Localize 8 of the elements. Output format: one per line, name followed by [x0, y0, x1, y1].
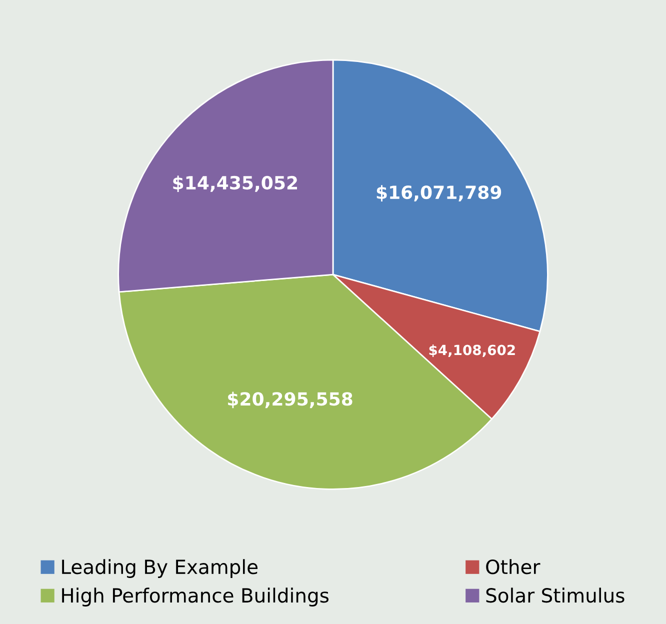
data-label: $16,071,789 [376, 185, 502, 202]
data-label: $20,295,558 [228, 392, 352, 408]
legend-label: Solar Stimulus [486, 588, 624, 603]
data-label: $14,435,052 [173, 176, 297, 192]
data-label: $4,108,602 [429, 344, 515, 358]
legend-label: Leading By Example [62, 559, 258, 578]
legend-label: Other [486, 559, 540, 574]
legend-label: High Performance Buildings [62, 588, 329, 606]
